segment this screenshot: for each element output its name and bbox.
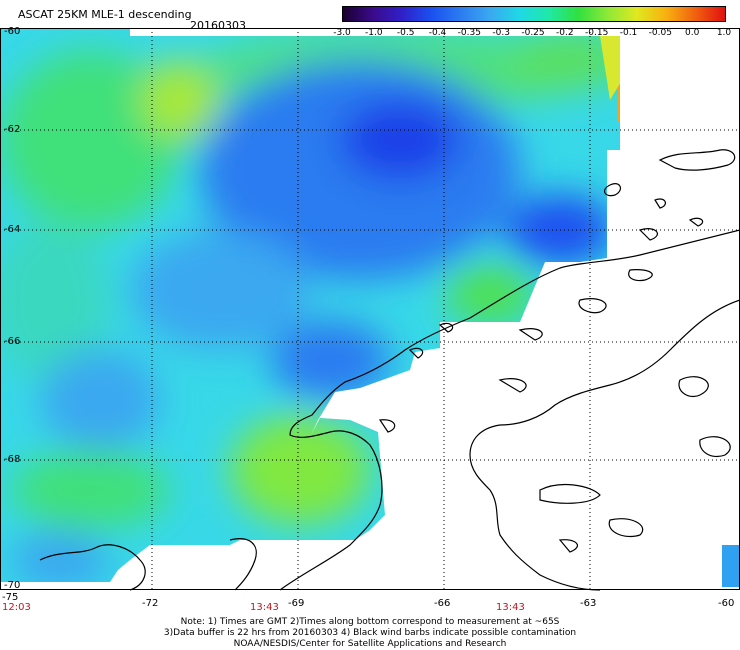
colorbar-tick-label: -0.15 bbox=[585, 28, 609, 38]
colorbar-tick-label: -1.0 bbox=[365, 28, 383, 38]
lat-label: -66 bbox=[4, 336, 21, 347]
lat-label: -70 bbox=[4, 580, 21, 591]
lon-label: -69 bbox=[288, 598, 305, 609]
note-line-3: NOAA/NESDIS/Center for Satellite Applica… bbox=[233, 639, 507, 649]
colorbar-tick-label: -0.5 bbox=[396, 28, 415, 38]
colorbar-tick-label: -0.25 bbox=[521, 28, 545, 38]
lat-label: -68 bbox=[4, 454, 21, 465]
colorbar bbox=[342, 6, 726, 22]
lon-label: -60 bbox=[718, 598, 735, 609]
colorbar-tick-label: -0.1 bbox=[619, 28, 638, 38]
lon-label: -66 bbox=[434, 598, 451, 609]
lat-lon-grid bbox=[0, 28, 740, 590]
colorbar-tick-label: -0.4 bbox=[428, 28, 447, 38]
lon-label: -72 bbox=[142, 598, 159, 609]
time-label: 13:43 bbox=[496, 602, 525, 613]
colorbar-tick-label: 0.0 bbox=[684, 28, 700, 38]
lon-label: -63 bbox=[580, 598, 597, 609]
note-line-2: 3)Data buffer is 22 hrs from 20160303 4)… bbox=[163, 628, 577, 638]
colorbar-tick-label: 1.0 bbox=[716, 28, 732, 38]
colorbar-tick-label: -0.2 bbox=[556, 28, 574, 38]
coastline bbox=[39, 149, 740, 591]
colorbar-tick-label: -0.3 bbox=[492, 28, 510, 38]
mle-data-field bbox=[0, 28, 620, 582]
edge-data-swatch bbox=[722, 545, 740, 587]
lat-label: -60 bbox=[4, 26, 21, 37]
lat-label: -64 bbox=[4, 224, 21, 235]
note-line-1: Note: 1) Times are GMT 2)Times along bot… bbox=[180, 617, 560, 627]
colorbar-tick-label: -3.0 bbox=[333, 28, 351, 38]
colorbar-tick-label: -0.35 bbox=[457, 28, 481, 38]
colorbar-tick-label: -0.05 bbox=[648, 28, 672, 38]
time-label: 12:03 bbox=[2, 602, 31, 613]
product-title: ASCAT 25KM MLE-1 descending bbox=[18, 8, 192, 21]
product-date: 20160303 bbox=[190, 19, 246, 32]
time-label: 13:43 bbox=[250, 602, 279, 613]
lat-label: -62 bbox=[4, 124, 21, 135]
lon-label: -75 bbox=[2, 592, 19, 603]
